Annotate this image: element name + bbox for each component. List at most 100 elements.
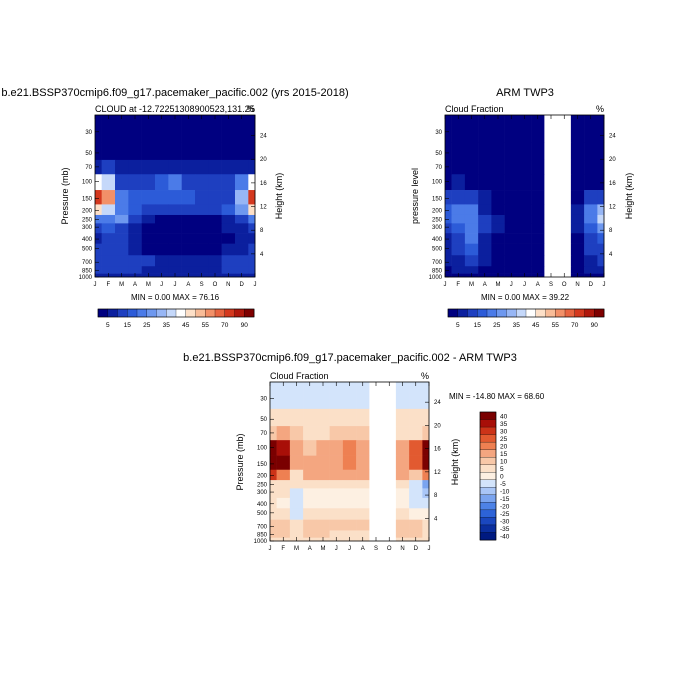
panel1-cell [168,266,182,274]
panel1-cell [168,142,182,161]
panel1-cell [195,204,209,216]
panel1-cell [221,115,236,143]
panel3-cell [409,497,423,509]
panel2-y2tick-label: 4 [609,252,613,258]
panel3-cell [270,469,277,481]
panel1-cell [115,243,129,256]
panel2-cell [570,204,585,216]
panel3-xtick-label: J [348,546,351,552]
panel2-cell [557,204,572,216]
colorbar-top-left-frame [97,308,255,318]
colorbar-diff-label: -35 [500,526,510,533]
colorbar-top-left-label: 70 [221,322,229,329]
colorbar-diff-label: -15 [500,496,510,503]
panel1-cell [208,233,222,244]
panel3-cell [329,497,344,509]
panel3-cell [289,440,304,456]
panel1-cell [115,266,129,274]
panel1-cell [101,174,116,191]
panel2-cell [504,159,519,175]
panel1-cell [221,223,236,234]
panel1-cell [195,190,209,205]
panel1-cell [95,233,102,244]
panel1-cell [115,223,129,234]
panel3-cell [270,440,277,456]
panel1-cell [95,223,102,234]
panel3-cell [356,508,370,520]
panel1-cell [221,190,236,205]
panel2-ytick-label: 200 [432,208,443,214]
panel1-cell [248,255,256,267]
colorbar-top-right-label: 90 [591,322,599,329]
panel1-ytick-label: 300 [82,225,93,231]
panel3-cell [270,508,277,520]
colorbar-diff-frame [479,411,497,541]
panel3-cell [395,440,410,456]
panel3-cell [369,440,383,456]
panel2-ytick-label: 1000 [429,275,443,281]
panel1-cell [208,115,222,143]
panel3-cell [382,455,397,471]
panel3-cell [276,488,291,499]
panel3-cell [329,508,344,520]
panel3-cell [316,440,330,456]
panel1-cell [128,233,142,244]
panel2-cell [445,159,452,175]
panel3-cell [289,530,304,538]
panel2-cell [504,142,519,161]
panel3-cell [329,519,344,531]
panel1-cell [141,255,156,267]
panel1-cell [235,142,249,161]
panel2-xtick-label: D [589,282,594,288]
panel3-cell [316,488,330,499]
panel3-cell [382,382,397,410]
panel1-cell [208,174,222,191]
colorbar-top-left-swatch [214,308,226,318]
panel1-cell [141,243,156,256]
panel1-cell [235,190,249,205]
panel2-cell [597,233,605,244]
panel3-cell [329,530,344,538]
colorbar-diff-label: 30 [500,428,508,435]
panel1-cell [221,243,236,256]
panel2-cell [584,115,598,143]
panel3-cell [356,530,370,538]
panel2-cell [597,159,605,175]
panel1-cell [221,142,236,161]
panel2-cell [451,159,466,175]
panel2-cell [531,190,545,205]
panel3-cell [316,497,330,509]
panel2-cell [531,115,545,143]
panel1-cell [101,190,116,205]
colorbar-diff-label: 25 [500,436,508,443]
panel1-cell [208,204,222,216]
panel1-cell [248,266,256,274]
panel3-cell [303,488,317,499]
panel3-cell [276,440,291,456]
panel3-cell [303,426,317,441]
panel1-xtick-label: N [226,282,230,288]
panel2-ylabel: pressure level [410,168,420,224]
colorbar-diff-swatch [479,434,497,443]
panel3-ytick-label: 30 [260,396,267,402]
panel3-cell [382,480,397,489]
panel3-cell [303,480,317,489]
panel3-xtick-label: O [387,546,392,552]
colorbar-diff-swatch [479,487,497,496]
panel3-cell [276,469,291,481]
panel3-cell [303,408,317,427]
colorbar-top-right-swatch [447,308,459,318]
panel2-cell [584,142,598,161]
panel3-y2tick-label: 4 [434,516,438,522]
panel2-ytick-label: 150 [432,196,443,202]
panel1-cell [235,243,249,256]
chart-marks: J F M A M J J A S O N D J305070100150200250300400500… [79,114,616,552]
panel1-left-label: CLOUD at -12.72251308900523,131.25 [95,104,255,114]
panel1-cell [141,223,156,234]
panel2-xtick-label: J [510,282,513,288]
panel3-cell [382,408,397,427]
panel2-cell [478,266,492,274]
colorbar-top-left-swatch [156,308,167,318]
panel3-ytick-label: 50 [260,417,267,423]
colorbar-top-left-label: 90 [241,322,249,329]
